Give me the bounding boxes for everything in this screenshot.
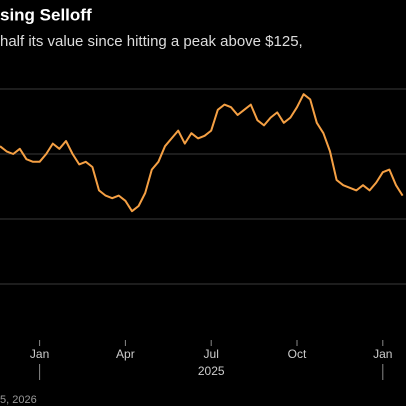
price-line (0, 93, 404, 213)
x-tick-label: Jan (373, 347, 392, 361)
source-note: 5, 2026 (0, 394, 37, 406)
x-tick-label: Jul (204, 347, 219, 361)
year-label: 2025 (198, 364, 225, 378)
x-tick-label: Jan (30, 347, 49, 361)
chart-subtitle: half its value since hitting a peak abov… (0, 33, 303, 50)
x-tick-label: Oct (288, 347, 307, 361)
x-tick-label: Apr (116, 347, 135, 361)
chart-title: sing Selloff (0, 5, 92, 24)
